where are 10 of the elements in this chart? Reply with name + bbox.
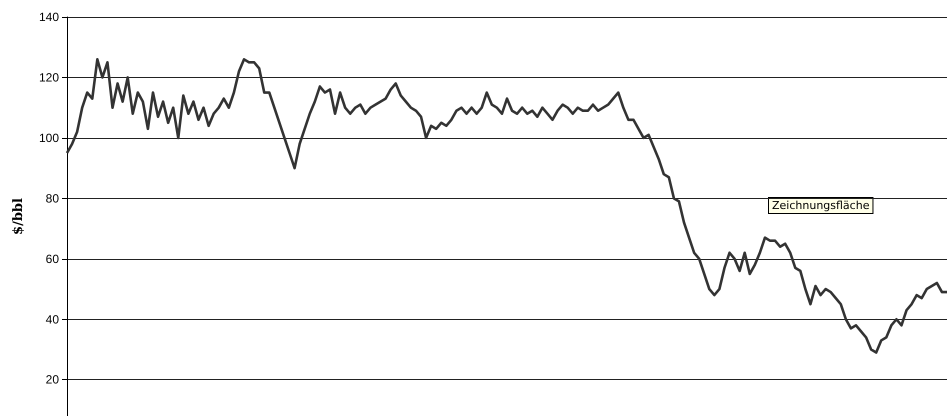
y-tick-label: 140	[38, 10, 60, 24]
y-axis-title: $/bbl	[11, 198, 26, 235]
y-tick-label: 40	[46, 312, 60, 326]
y-tick-label: 20	[46, 372, 60, 387]
y-tick-label: 100	[38, 130, 60, 145]
y-tick-label: 80	[46, 191, 60, 206]
annotation: Zeichnungsfläche	[772, 199, 870, 212]
line-series	[66, 58, 947, 354]
y-tick-label: 60	[46, 252, 60, 266]
y-tick-label: 120	[38, 70, 60, 84]
